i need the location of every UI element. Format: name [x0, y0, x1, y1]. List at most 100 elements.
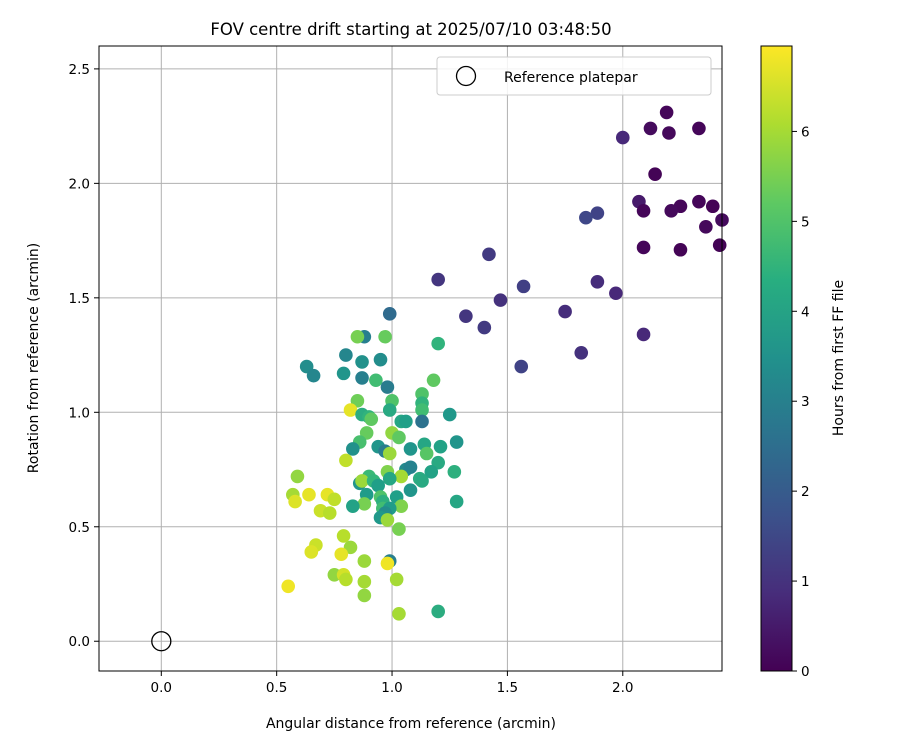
- data-point: [327, 492, 342, 507]
- data-point: [482, 247, 496, 262]
- data-point: [355, 474, 369, 488]
- data-point: [705, 199, 720, 214]
- x-tick-label: 1.0: [381, 680, 402, 696]
- colorbar: 0 1 2 3 4 5 6 Hours from first FF file: [760, 45, 847, 680]
- data-point: [281, 579, 296, 594]
- data-point: [322, 506, 337, 520]
- data-points: [281, 105, 729, 621]
- data-point: [373, 352, 388, 367]
- legend-reference-marker: [455, 65, 477, 87]
- colorbar-tick-label: 2: [801, 484, 810, 500]
- colorbar-tick-label: 0: [801, 664, 810, 680]
- x-tick-label: 0.5: [266, 680, 287, 696]
- data-point: [369, 373, 383, 388]
- legend-box: [436, 56, 712, 96]
- data-point: [304, 545, 319, 559]
- data-point: [442, 407, 457, 422]
- data-point: [590, 206, 605, 220]
- data-point: [306, 368, 321, 383]
- data-point: [392, 430, 406, 445]
- data-point: [609, 286, 623, 301]
- data-point: [403, 483, 418, 497]
- data-point: [382, 446, 397, 461]
- reference-platepar-marker: [151, 631, 172, 652]
- data-point: [477, 320, 492, 335]
- x-tick-label: 0.0: [151, 680, 172, 696]
- data-point: [403, 442, 418, 456]
- y-tick-label: 1.0: [69, 405, 90, 421]
- chart-title: FOV centre drift starting at 2025/07/10 …: [210, 20, 611, 39]
- y-tick-label: 2.0: [69, 176, 90, 192]
- data-point: [339, 453, 353, 468]
- data-point: [659, 105, 674, 120]
- data-point: [343, 403, 358, 417]
- data-point: [355, 371, 369, 385]
- data-point: [615, 130, 630, 145]
- data-point: [514, 359, 529, 374]
- colorbar-ticks: 0 1 2 3 4 5 6: [792, 124, 810, 680]
- data-point: [636, 327, 651, 342]
- data-point: [648, 167, 662, 182]
- colorbar-tick-label: 5: [801, 214, 810, 230]
- y-tick-label: 1.5: [69, 291, 90, 307]
- data-point: [590, 275, 605, 289]
- data-point: [433, 439, 448, 454]
- data-point: [382, 471, 397, 486]
- data-point: [415, 414, 429, 429]
- data-point: [389, 572, 404, 587]
- data-point: [431, 604, 445, 619]
- legend: Reference platepar: [436, 56, 712, 96]
- data-point: [382, 307, 397, 321]
- data-point: [449, 494, 464, 509]
- y-axis-label: Rotation from reference (arcmin): [26, 243, 42, 473]
- data-point: [288, 494, 302, 509]
- data-point: [636, 240, 651, 255]
- colorbar-tick-label: 1: [801, 574, 810, 590]
- legend-entry-label: Reference platepar: [504, 70, 638, 86]
- data-point: [339, 348, 353, 362]
- data-point: [664, 204, 679, 218]
- data-point: [336, 529, 351, 543]
- data-point: [364, 412, 379, 426]
- x-tick-label: 1.5: [497, 680, 518, 696]
- data-point: [431, 336, 445, 351]
- data-point: [357, 554, 372, 568]
- reference-marker-layer: [151, 631, 172, 652]
- data-point: [334, 547, 349, 562]
- data-point: [579, 210, 593, 225]
- data-point: [399, 414, 413, 429]
- data-point: [459, 309, 473, 323]
- plot-frame: [98, 45, 723, 672]
- colorbar-tick-label: 4: [801, 304, 810, 320]
- data-point: [662, 126, 676, 140]
- data-point: [392, 522, 406, 536]
- data-point: [357, 588, 372, 603]
- data-point: [449, 435, 464, 449]
- y-tick-label: 0.5: [69, 520, 90, 536]
- colorbar-tick-label: 6: [801, 124, 810, 140]
- data-point: [643, 121, 658, 136]
- data-point: [558, 304, 572, 319]
- data-point: [403, 460, 418, 475]
- colorbar-gradient: [760, 45, 793, 672]
- data-point: [339, 572, 353, 587]
- data-point: [350, 329, 365, 344]
- data-point: [415, 474, 429, 488]
- colorbar-tick-label: 3: [801, 394, 810, 410]
- grid-lines: [99, 46, 722, 671]
- colorbar-label: Hours from first FF file: [831, 280, 847, 436]
- data-point: [493, 293, 508, 307]
- data-point: [380, 380, 395, 394]
- data-point: [424, 465, 439, 479]
- data-point: [692, 194, 706, 209]
- data-point: [419, 446, 434, 461]
- data-point: [692, 121, 706, 136]
- data-point: [378, 329, 392, 344]
- data-point: [290, 469, 305, 484]
- data-point: [636, 204, 651, 218]
- data-point: [371, 478, 385, 493]
- data-point: [336, 366, 351, 381]
- data-point: [392, 606, 406, 621]
- data-point: [302, 487, 316, 502]
